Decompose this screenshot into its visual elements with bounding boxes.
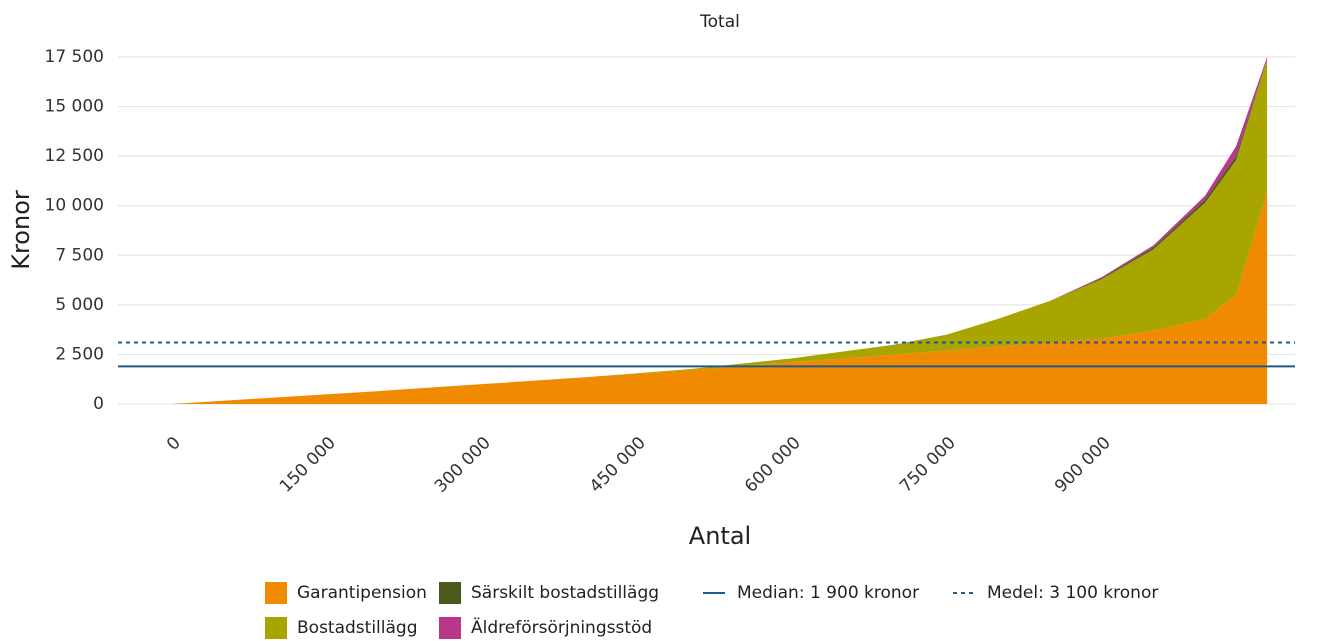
x-tick-label: 450 000 [586, 433, 650, 497]
y-tick-label: 0 [93, 394, 104, 414]
legend-label: Medel: 3 100 kronor [987, 583, 1158, 603]
legend-swatch [265, 582, 287, 604]
y-tick-label: 15 000 [45, 97, 104, 117]
area [171, 191, 1268, 404]
y-tick-label: 7 500 [55, 245, 104, 265]
x-axis-label: Antal [689, 522, 751, 550]
x-tick-label: 150 000 [276, 433, 340, 497]
y-tick-label: 2 500 [55, 344, 104, 364]
chart-title: Total [699, 12, 740, 32]
x-tick-label: 900 000 [1051, 433, 1115, 497]
legend-label: Särskilt bostadstillägg [471, 583, 659, 603]
legend-label: Äldreförsörjningsstöd [471, 617, 652, 638]
y-tick-label: 12 500 [45, 146, 104, 166]
x-tick-label: 600 000 [741, 433, 805, 497]
legend-label: Garantipension [297, 583, 427, 603]
x-tick-label: 0 [163, 433, 185, 455]
y-axis-label: Kronor [7, 190, 35, 270]
x-tick-label: 300 000 [431, 433, 495, 497]
legend-swatch [265, 617, 287, 639]
legend-swatch [439, 582, 461, 604]
y-tick-label: 10 000 [45, 196, 104, 216]
legend-swatch [439, 617, 461, 639]
y-tick-label: 5 000 [55, 295, 104, 315]
legend-label: Bostadstillägg [297, 618, 418, 638]
legend-label: Median: 1 900 kronor [737, 583, 919, 603]
y-tick-label: 17 500 [45, 47, 104, 67]
x-tick-label: 750 000 [896, 433, 960, 497]
